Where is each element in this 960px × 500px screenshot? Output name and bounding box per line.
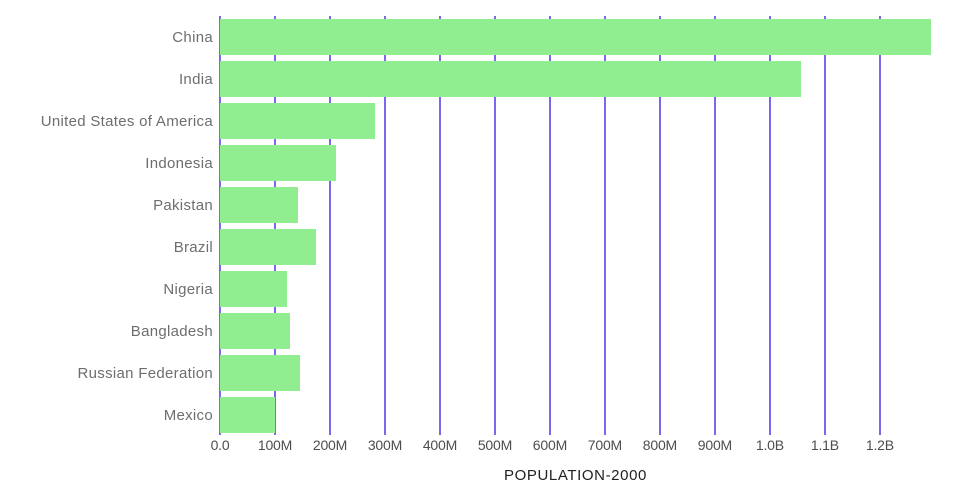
bar-russian-federation (220, 355, 301, 391)
gridline-600m (548, 16, 551, 435)
x-tick-label-800m: 800M (642, 437, 678, 453)
category-label-bangladesh: Bangladesh (130, 322, 213, 340)
category-label-india: India (178, 70, 213, 88)
gridline-1-0b (768, 16, 771, 435)
bar-track-pakistan (220, 184, 931, 226)
chart-row-united-states-of-america: United States of America (0, 100, 931, 142)
gridline-900m (713, 16, 716, 435)
x-tick-label-600m: 600M (532, 437, 568, 453)
bar-pakistan (220, 187, 299, 223)
chart-row-indonesia: Indonesia (0, 142, 931, 184)
bar-bangladesh (220, 313, 291, 349)
bar-mexico (220, 397, 275, 433)
x-tick-label-700m: 700M (587, 437, 623, 453)
chart-row-china: China (0, 16, 931, 58)
x-tick-label-500m: 500M (477, 437, 513, 453)
chart-row-mexico: Mexico (0, 394, 931, 436)
bar-track-brazil (220, 226, 931, 268)
gridline-700m (603, 16, 606, 435)
gridline-300m (383, 16, 386, 435)
x-tick-label-1-2b: 1.2B (865, 437, 894, 453)
x-tick-label-400m: 400M (422, 437, 458, 453)
chart-row-india: India (0, 58, 931, 100)
gridline-400m (438, 16, 441, 435)
bar-track-russian-federation (220, 352, 931, 394)
bar-united-states-of-america (220, 103, 376, 139)
gridline-200m (328, 16, 331, 435)
gridlines-layer (219, 16, 931, 435)
x-tick-label-200m: 200M (312, 437, 348, 453)
gridline-1-1b (823, 16, 826, 435)
bar-china (220, 19, 931, 55)
category-label-russian-federation: Russian Federation (77, 364, 213, 382)
y-axis-line (219, 16, 221, 435)
bar-track-mexico (220, 394, 931, 436)
category-label-mexico: Mexico (163, 406, 213, 424)
chart-row-bangladesh: Bangladesh (0, 310, 931, 352)
chart-row-nigeria: Nigeria (0, 268, 931, 310)
chart-row-brazil: Brazil (0, 226, 931, 268)
category-label-brazil: Brazil (173, 238, 213, 256)
category-label-nigeria: Nigeria (163, 280, 213, 298)
bar-track-china (220, 16, 931, 58)
bar-track-india (220, 58, 931, 100)
x-axis-tick-labels: 0.0 100M 200M 300M 400M 500M 600M 700M 800M 900M 1… (211, 437, 931, 455)
category-label-united-states-of-america: United States of America (40, 112, 213, 130)
x-tick-label-1-0b: 1.0B (755, 437, 784, 453)
bar-track-bangladesh (220, 310, 931, 352)
category-label-china: China (172, 28, 213, 46)
gridline-500m (493, 16, 496, 435)
category-label-pakistan: Pakistan (153, 196, 213, 214)
bar-track-united-states-of-america (220, 100, 931, 142)
x-tick-label-1-1b: 1.1B (810, 437, 839, 453)
x-tick-label-0-0: 0.0 (210, 437, 230, 453)
bar-india (220, 61, 801, 97)
bar-indonesia (220, 145, 337, 181)
gridline-100m (273, 16, 276, 435)
x-axis-title: POPULATION-2000 (504, 467, 647, 484)
bar-rows-layer: China India United States of America Indone… (0, 16, 931, 436)
bar-track-nigeria (220, 268, 931, 310)
category-label-indonesia: Indonesia (145, 154, 213, 172)
gridline-800m (658, 16, 661, 435)
x-tick-label-900m: 900M (697, 437, 733, 453)
chart-row-russian-federation: Russian Federation (0, 352, 931, 394)
bar-nigeria (220, 271, 288, 307)
bar-track-indonesia (220, 142, 931, 184)
gridline-1-2b (878, 16, 881, 435)
x-tick-label-100m: 100M (257, 437, 293, 453)
x-tick-label-300m: 300M (367, 437, 403, 453)
bar-brazil (220, 229, 317, 265)
chart-row-pakistan: Pakistan (0, 184, 931, 226)
